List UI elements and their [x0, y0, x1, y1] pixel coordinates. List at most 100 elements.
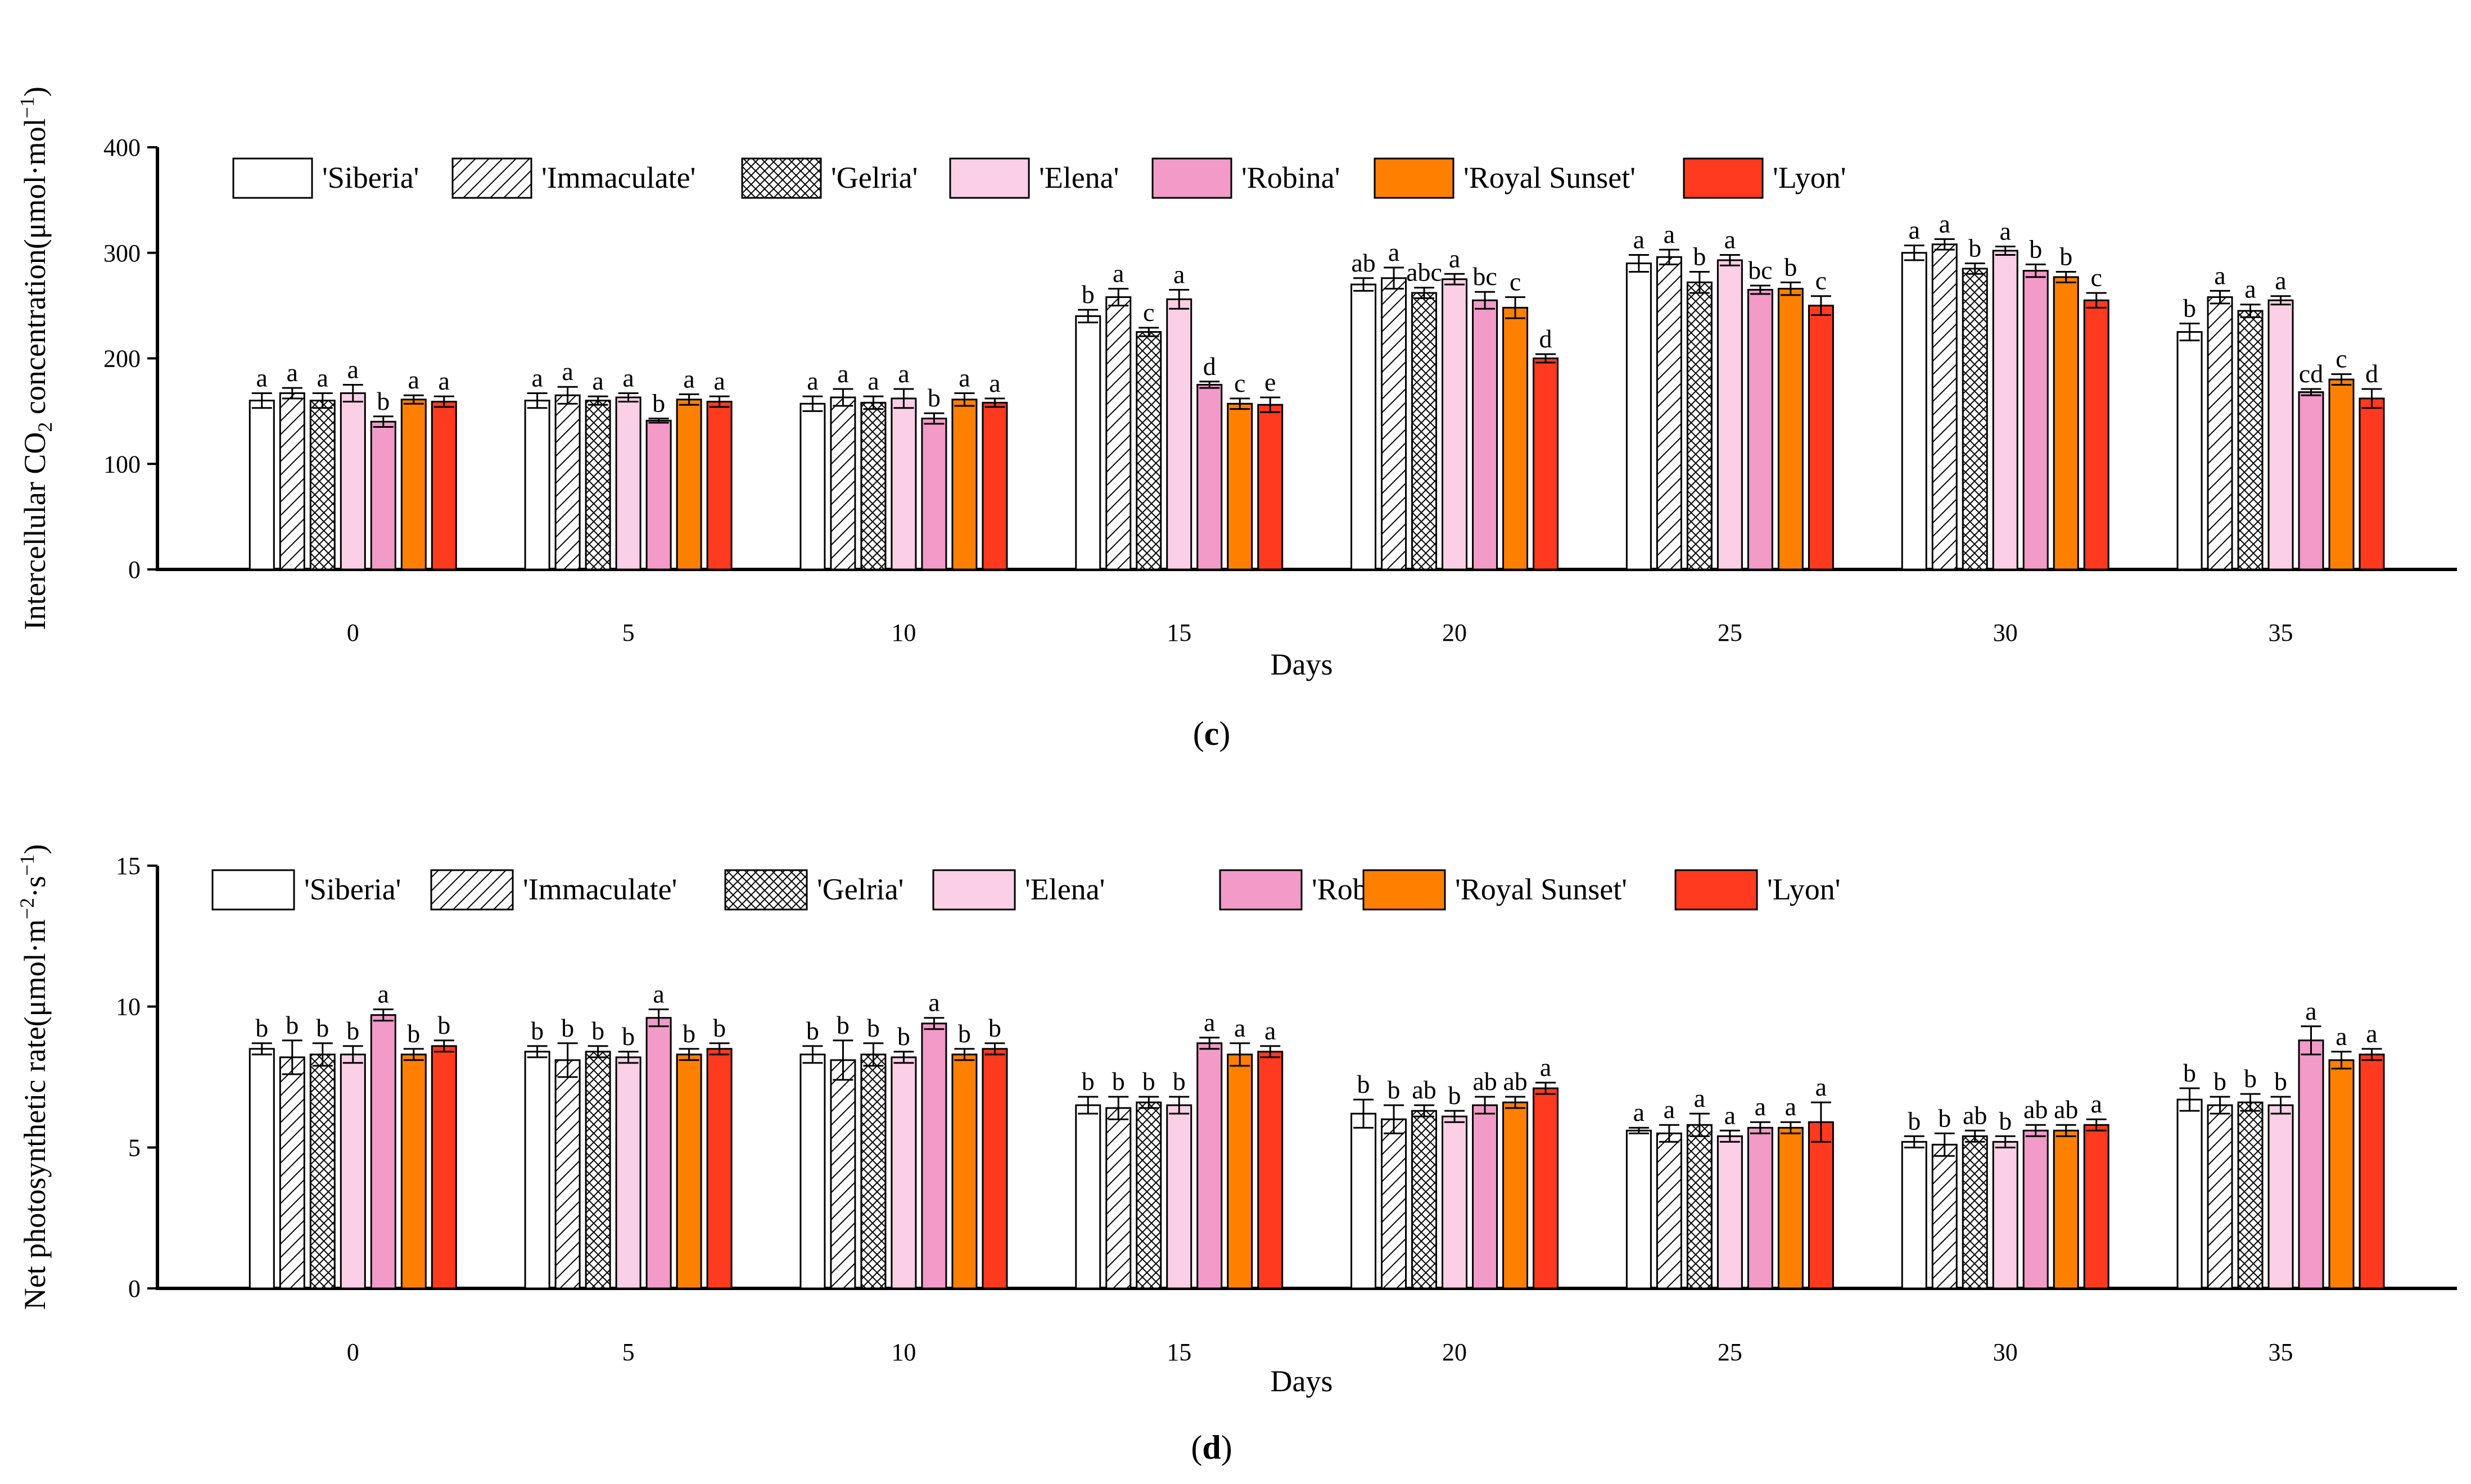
legend-label: 'Immaculate' — [523, 872, 677, 906]
bar — [2022, 270, 2049, 571]
significance-letter: a — [1694, 1084, 1705, 1112]
significance-letter: b — [1693, 242, 1706, 271]
bar — [1411, 292, 1438, 571]
bar — [1442, 278, 1468, 571]
bar — [1992, 1141, 2018, 1290]
significance-letter: a — [1633, 225, 1645, 254]
bar — [2359, 1053, 2385, 1290]
bar — [1931, 1143, 1958, 1290]
bar — [2298, 391, 2324, 571]
significance-letter: b — [407, 1019, 420, 1048]
chart-panel-d: 0 5 10 15 Net photosynthetic rate(μmol·m−2·s… — [16, 844, 2457, 1466]
bar — [309, 1053, 336, 1290]
significance-letter: a — [1755, 1092, 1766, 1121]
x-tick-label: 0 — [347, 619, 359, 646]
significance-letter: a — [1939, 209, 1950, 238]
significance-letter: b — [1082, 1067, 1095, 1096]
significance-letter: a — [1449, 244, 1460, 273]
significance-letter: abc — [1406, 258, 1442, 287]
legend: 'Siberia' 'Immaculate' 'Gelria' 'Elena' 'Rob… — [232, 157, 1846, 199]
bar — [524, 1051, 550, 1290]
y-tick-label: 0 — [128, 1275, 141, 1302]
significance-letter: b — [1388, 1075, 1401, 1104]
significance-letter: b — [683, 1019, 695, 1048]
bar — [2267, 1104, 2294, 1290]
bar — [340, 392, 366, 571]
legend-swatch — [1374, 157, 1454, 199]
bar — [615, 396, 642, 571]
legend-swatch — [1362, 869, 1446, 911]
significance-letter: b — [1173, 1067, 1186, 1096]
significance-letter: ab — [2054, 1095, 2078, 1124]
legend-swatch — [724, 869, 808, 911]
legend-swatch — [949, 157, 1030, 199]
significance-letter: b — [867, 1014, 880, 1042]
x-tick-label: 20 — [1442, 1338, 1467, 1366]
x-tick-label: 35 — [2269, 1338, 2293, 1366]
x-tick-label: 25 — [1718, 619, 1742, 646]
x-tick-label: 15 — [1167, 619, 1191, 646]
significance-letter: a — [1264, 1016, 1276, 1045]
significance-letter: a — [989, 369, 1000, 397]
legend-label: 'Elena' — [1039, 161, 1119, 194]
significance-letter: c — [1815, 266, 1827, 295]
significance-letter: b — [1938, 1103, 1951, 1132]
significance-letter: b — [806, 1016, 819, 1045]
bar — [2176, 331, 2203, 571]
bar — [2176, 1098, 2203, 1290]
legend-swatch — [430, 869, 514, 911]
bar — [891, 397, 917, 571]
y-axis-title-part: −2 — [16, 898, 38, 919]
bar — [1777, 1126, 1804, 1290]
bar — [1992, 250, 2018, 571]
y-axis-title-part: ·s — [18, 876, 52, 898]
significance-letter: b — [2274, 1067, 2287, 1096]
significance-letter: a — [1785, 1092, 1796, 1121]
significance-letter: b — [1357, 1070, 1370, 1098]
bar — [1808, 305, 1834, 571]
bar — [951, 399, 978, 571]
significance-letter: a — [622, 363, 634, 392]
significance-letter: a — [256, 363, 268, 392]
y-axis-title-part: ) — [18, 844, 52, 854]
bar — [1350, 283, 1377, 571]
legend-swatch — [1674, 869, 1758, 911]
bar — [982, 1048, 1008, 1290]
x-tick-label: 15 — [1167, 1338, 1191, 1366]
panel-label-part: ( — [1191, 1429, 1202, 1466]
x-axis-title: Days — [1271, 648, 1333, 681]
significance-letter: ab — [1503, 1067, 1527, 1096]
legend-label: 'Siberia' — [304, 872, 401, 906]
significance-letter: b — [988, 1014, 1001, 1042]
bar — [1656, 256, 1682, 571]
y-axis-title: Intercellular CO2 concentration(μmol·mol… — [16, 87, 56, 630]
significance-letter: a — [1724, 1101, 1736, 1129]
x-axis-title: Days — [1271, 1364, 1333, 1398]
legend-label: 'Gelria' — [817, 872, 904, 906]
significance-letter: a — [1664, 220, 1675, 248]
x-tick-label: 10 — [891, 1338, 916, 1366]
bar — [1442, 1115, 1468, 1290]
x-tick-label: 35 — [2269, 619, 2293, 646]
bar — [1901, 1141, 1927, 1290]
significance-letter: b — [1784, 252, 1797, 281]
panel-label: (d) — [1191, 1429, 1232, 1466]
bar — [2359, 397, 2385, 571]
bar — [1716, 259, 1743, 571]
significance-letter: c — [1143, 298, 1154, 327]
significance-letter: a — [2275, 266, 2286, 295]
legend-swatch — [741, 157, 822, 199]
significance-letter: d — [2365, 359, 2378, 388]
bar — [1075, 1104, 1101, 1290]
bar — [431, 1045, 457, 1290]
significance-letter: a — [2244, 275, 2256, 304]
significance-letter: b — [1908, 1106, 1921, 1135]
y-tick-label: 300 — [103, 239, 141, 267]
significance-letter: a — [1113, 259, 1124, 288]
significance-letter: a — [713, 367, 725, 395]
significance-letter: b — [2183, 294, 2196, 323]
bar — [2022, 1129, 2049, 1290]
significance-letter: b — [286, 1011, 299, 1039]
significance-letter: a — [1908, 216, 1919, 245]
bar — [1257, 404, 1284, 571]
